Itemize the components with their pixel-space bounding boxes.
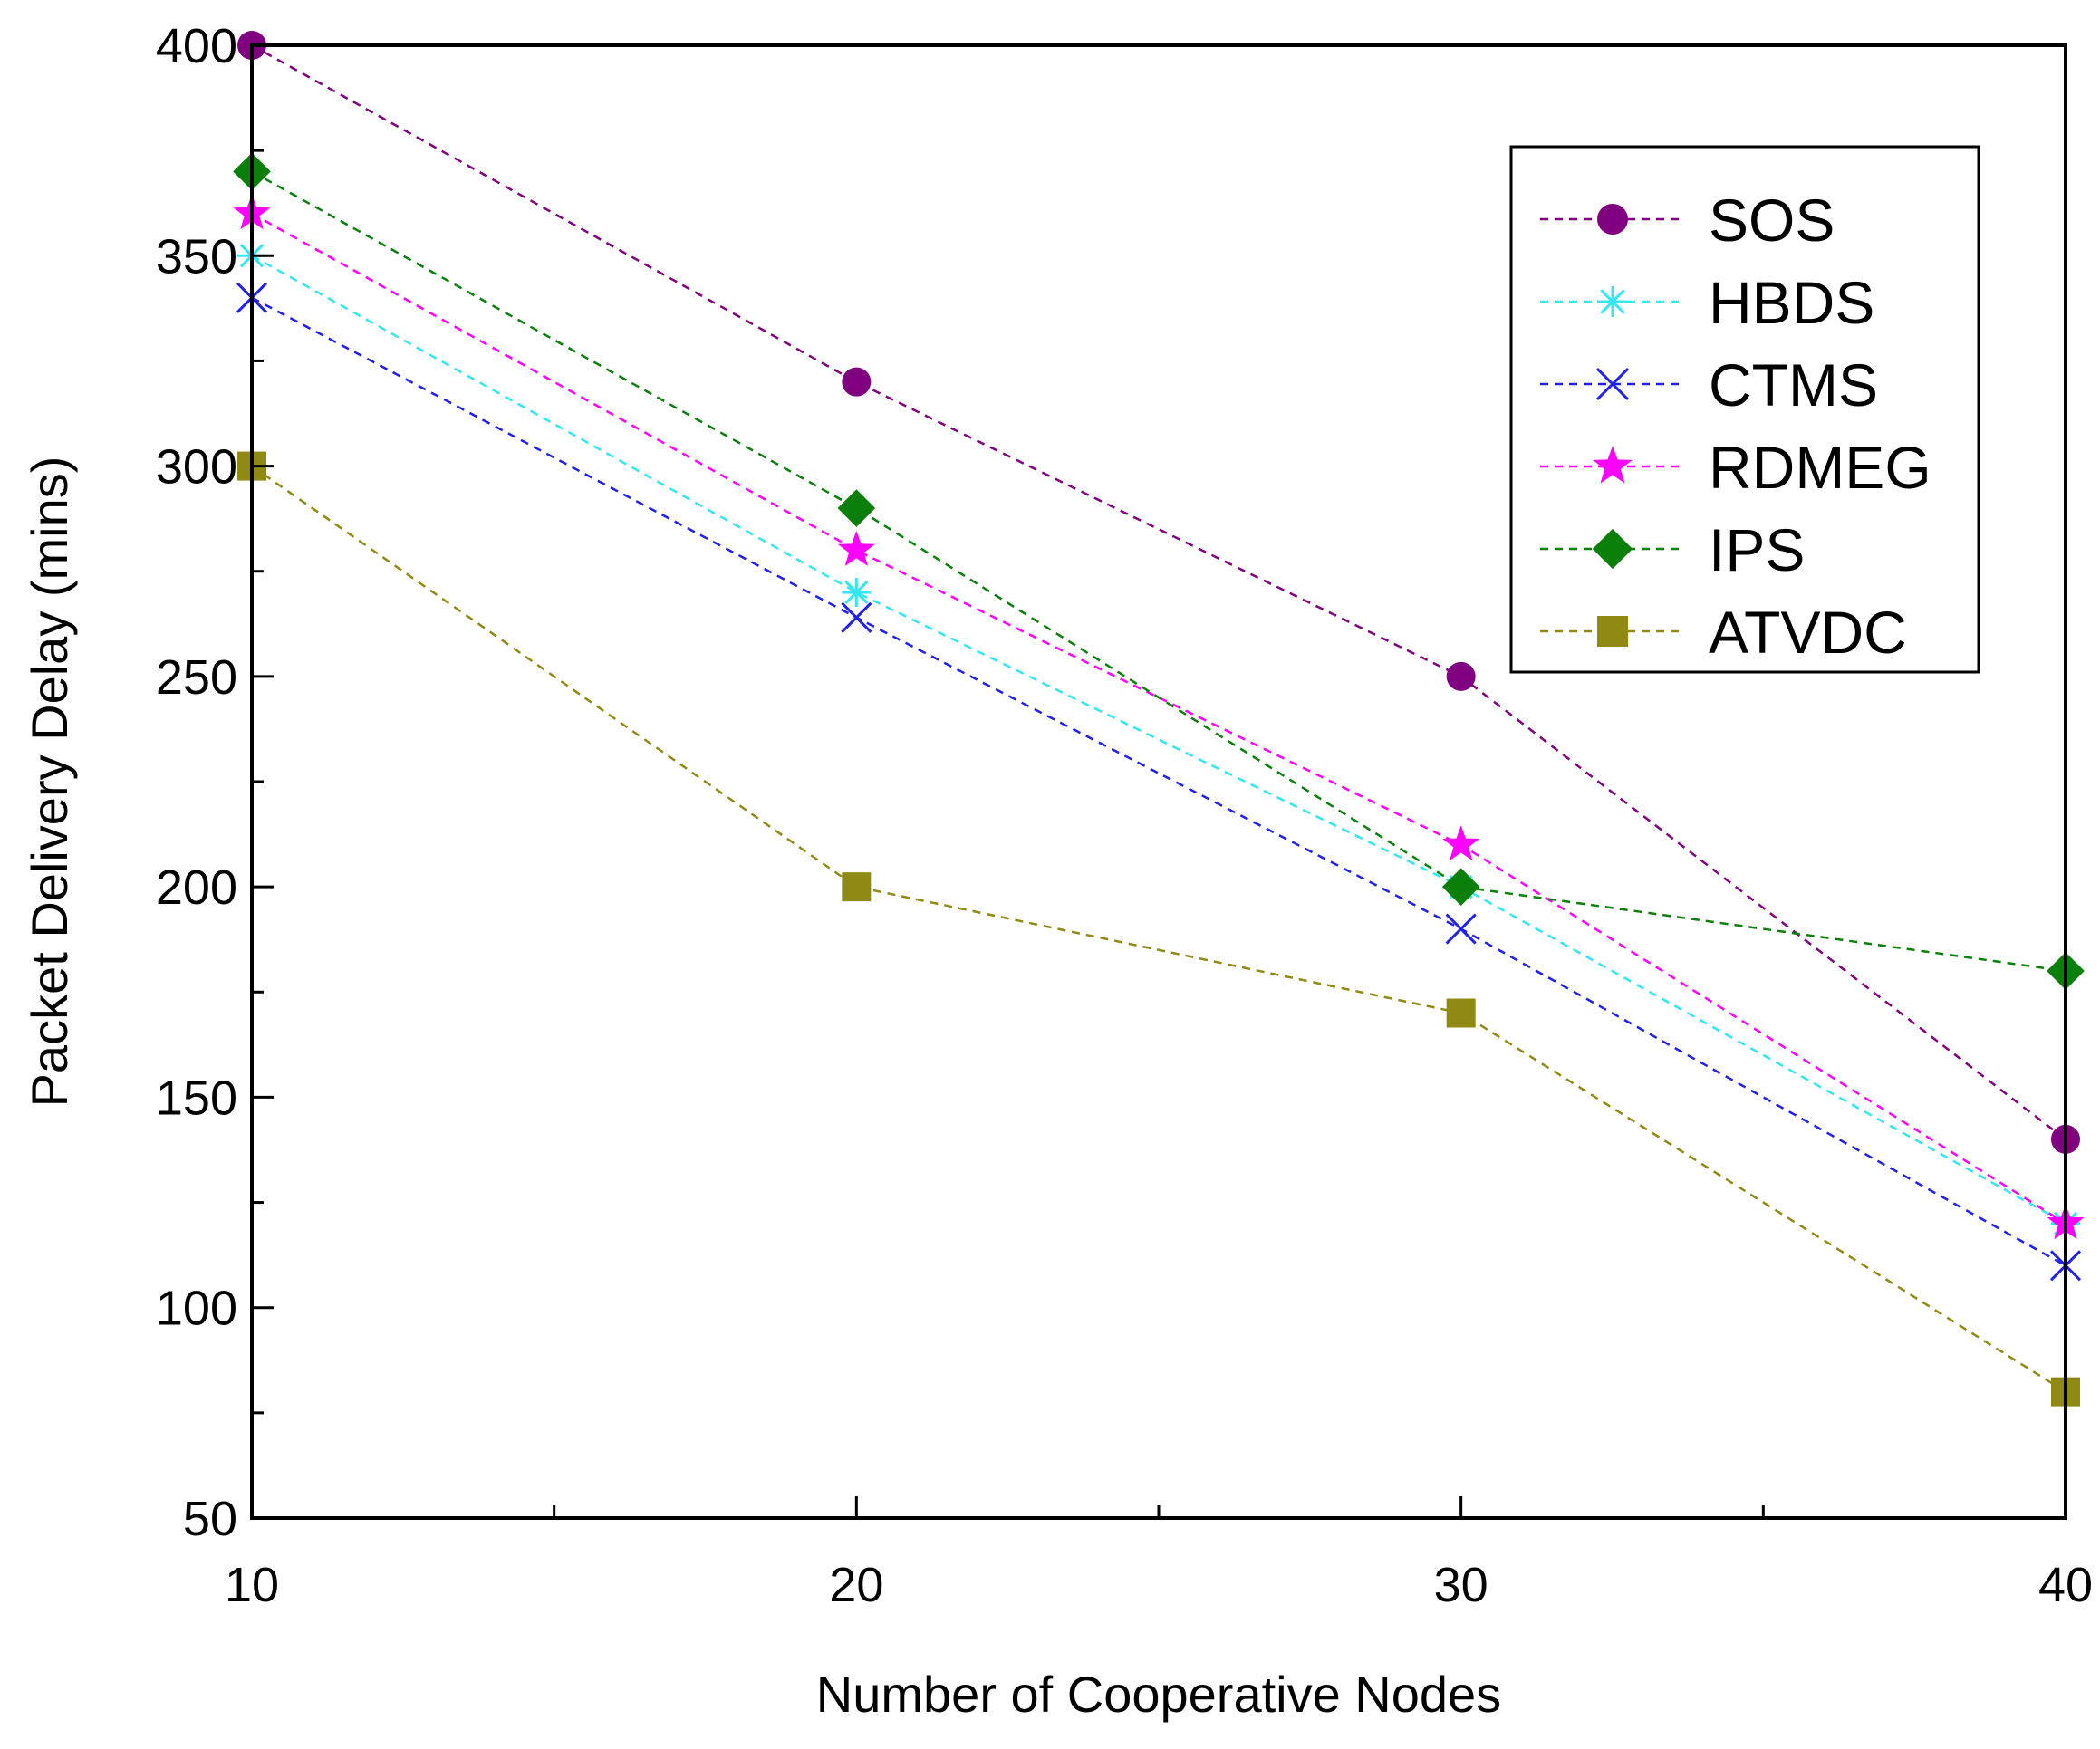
- y-tick-label: 50: [183, 1492, 237, 1546]
- legend-label: IPS: [1709, 516, 1805, 583]
- y-tick-label: 400: [156, 19, 237, 73]
- data-point-rdmeg: [1442, 825, 1480, 861]
- series-line-hbds: [251, 255, 2066, 1225]
- legend-label: HBDS: [1709, 269, 1874, 336]
- data-point-atvdc: [1446, 998, 1476, 1028]
- y-tick-label: 300: [156, 440, 237, 495]
- x-tick-label: 30: [1434, 1558, 1488, 1612]
- legend-item-hbds: HBDS: [1540, 269, 1874, 336]
- legend-marker: [1597, 286, 1628, 317]
- legend-item-atvdc: ATVDC: [1540, 599, 1907, 666]
- y-axis-title: Packet Delivery Delay (mins): [21, 456, 78, 1108]
- y-tick-label: 100: [156, 1282, 237, 1336]
- legend-marker: [1597, 616, 1628, 647]
- axes: 50 100 150 200 250 300 350 400 10 20 30 40: [156, 19, 2093, 1612]
- data-point-atvdc: [842, 872, 872, 902]
- legend-item-ctms: CTMS: [1540, 351, 1878, 418]
- x-tick-label: 10: [225, 1558, 279, 1612]
- x-axis-title: Number of Cooperative Nodes: [816, 1666, 1501, 1723]
- data-point-ctms: [1445, 913, 1477, 945]
- legend-marker: [1592, 528, 1633, 570]
- data-point-sos: [1446, 661, 1476, 691]
- legend-label: RDMEG: [1709, 434, 1931, 501]
- legend-box: [1509, 145, 1980, 674]
- legend-marker: [1593, 446, 1633, 484]
- y-tick-label: 150: [156, 1071, 237, 1125]
- data-point-sos: [842, 367, 872, 397]
- legend-label: CTMS: [1709, 351, 1878, 418]
- series-line-ips: [251, 170, 2066, 973]
- data-point-ctms: [841, 601, 872, 633]
- y-tick-label: 350: [156, 229, 237, 283]
- legend-label: SOS: [1709, 187, 1835, 254]
- y-tick-label: 200: [156, 860, 237, 915]
- series-atvdc: [237, 451, 2080, 1407]
- legend-marker: [1595, 367, 1630, 401]
- series-line-atvdc: [251, 465, 2066, 1393]
- x-tick-label: 20: [829, 1558, 883, 1612]
- legend-item-sos: SOS: [1540, 187, 1835, 254]
- y-tick-label: 250: [156, 650, 237, 705]
- legend: SOS HBDS CTMS RDMEG IPS ATVDC: [1509, 145, 1980, 674]
- data-point-rdmeg: [837, 530, 875, 566]
- data-point-ips: [1441, 868, 1480, 906]
- series-line-sos: [251, 43, 2066, 1140]
- data-point-hbds: [842, 577, 872, 607]
- legend-item-ips: IPS: [1540, 516, 1805, 583]
- legend-item-rdmeg: RDMEG: [1540, 434, 1931, 501]
- data-point-ips: [837, 489, 876, 527]
- legend-marker: [1597, 204, 1628, 235]
- legend-label: ATVDC: [1709, 599, 1907, 666]
- x-tick-label: 40: [2038, 1558, 2093, 1612]
